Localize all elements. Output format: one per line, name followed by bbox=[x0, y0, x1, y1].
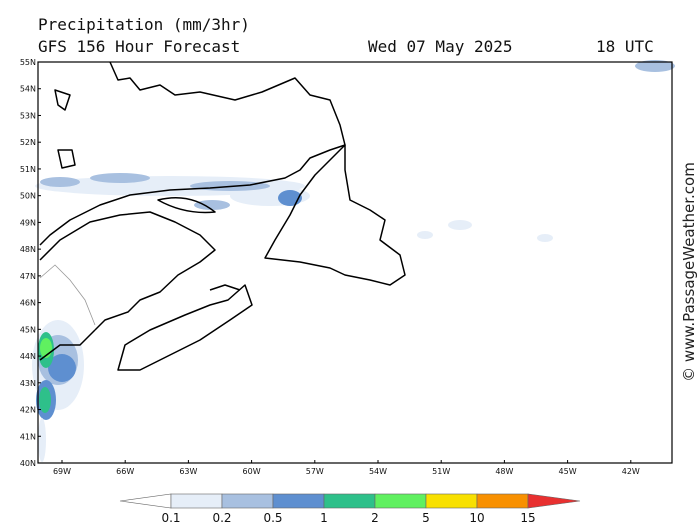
lat-label: 47N bbox=[20, 272, 36, 281]
lon-label: 51W bbox=[432, 467, 450, 476]
legend-swatch bbox=[170, 493, 223, 509]
map bbox=[32, 60, 675, 464]
lat-label: 54N bbox=[20, 85, 36, 94]
legend-label: 5 bbox=[422, 511, 430, 525]
lon-label: 42W bbox=[622, 467, 640, 476]
lat-label: 51N bbox=[20, 165, 36, 174]
watermark: © www.PassageWeather.com bbox=[680, 162, 698, 382]
legend-label: 0.2 bbox=[212, 511, 231, 525]
lon-label: 57W bbox=[306, 467, 324, 476]
legend-swatch bbox=[272, 493, 325, 509]
lon-label: 48W bbox=[495, 467, 513, 476]
lat-label: 44N bbox=[20, 352, 36, 361]
lat-label: 41N bbox=[20, 432, 36, 441]
legend-swatch bbox=[374, 493, 427, 509]
lat-label: 50N bbox=[20, 192, 36, 201]
lat-label: 48N bbox=[20, 245, 36, 254]
legend-label: 15 bbox=[520, 511, 535, 525]
lon-label: 54W bbox=[369, 467, 387, 476]
lat-label: 52N bbox=[20, 138, 36, 147]
lat-label: 42N bbox=[20, 406, 36, 415]
map-background bbox=[38, 62, 672, 463]
lon-label: 45W bbox=[559, 467, 577, 476]
legend-swatch bbox=[425, 493, 478, 509]
lat-label: 55N bbox=[20, 58, 36, 67]
legend-label: 0.1 bbox=[161, 511, 180, 525]
lon-label: 63W bbox=[179, 467, 197, 476]
legend-over bbox=[527, 493, 581, 509]
lat-label: 40N bbox=[20, 459, 36, 468]
lon-label: 60W bbox=[243, 467, 261, 476]
subtitle: GFS 156 Hour Forecast bbox=[38, 37, 240, 56]
legend-label: 10 bbox=[469, 511, 484, 525]
lat-label: 53N bbox=[20, 111, 36, 120]
legend-swatch bbox=[323, 493, 376, 509]
coastlines bbox=[39, 61, 406, 371]
lat-label: 45N bbox=[20, 325, 36, 334]
lon-label: 66W bbox=[116, 467, 134, 476]
legend-label: 0.5 bbox=[263, 511, 282, 525]
legend-swatch bbox=[476, 493, 529, 509]
lat-label: 46N bbox=[20, 299, 36, 308]
legend-label: 1 bbox=[320, 511, 328, 525]
lat-label: 43N bbox=[20, 379, 36, 388]
time: 18 UTC bbox=[596, 37, 654, 56]
date: Wed 07 May 2025 bbox=[368, 37, 513, 56]
legend-swatch bbox=[221, 493, 274, 509]
lon-label: 69W bbox=[53, 467, 71, 476]
lat-label: 49N bbox=[20, 218, 36, 227]
map-frame bbox=[37, 61, 673, 464]
legend: 0.1 0.2 0.5 1 2 5 10 15 bbox=[119, 493, 581, 525]
legend-label: 2 bbox=[371, 511, 379, 525]
legend-under bbox=[119, 493, 172, 509]
title: Precipitation (mm/3hr) bbox=[38, 15, 250, 34]
